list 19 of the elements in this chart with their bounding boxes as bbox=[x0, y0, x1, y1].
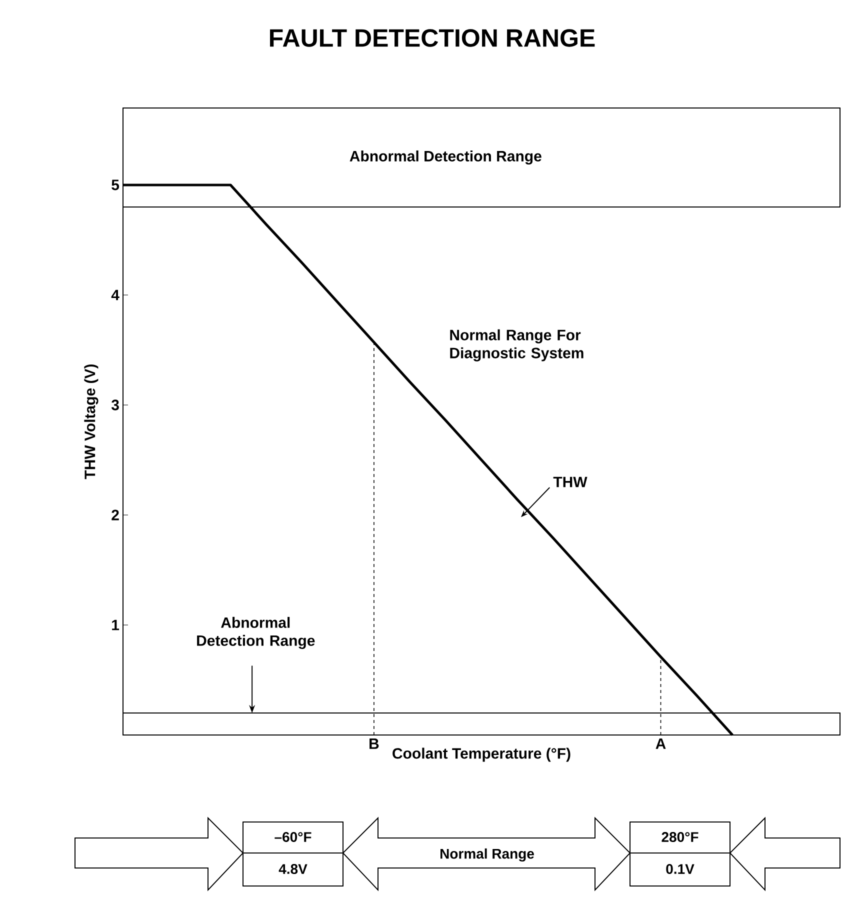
chart-title: FAULT DETECTION RANGE bbox=[270, 29, 595, 47]
y-tick-label: 4 bbox=[111, 290, 120, 300]
x-axis-title: Coolant Temperature (°F) bbox=[392, 748, 570, 762]
text: Normal Range bbox=[440, 848, 534, 862]
text: THW bbox=[553, 476, 588, 488]
y-tick-label: 3 bbox=[111, 400, 119, 410]
band-label: Abnormal Detection Range bbox=[197, 616, 315, 649]
text: 280°F bbox=[662, 832, 698, 842]
annotation: Normal Range For Diagnostic System bbox=[450, 329, 584, 362]
x-tick-label: B bbox=[370, 738, 379, 749]
text: 0.1V bbox=[666, 864, 694, 874]
text: 4.8V bbox=[278, 864, 308, 874]
y-tick-label: 2 bbox=[112, 510, 119, 520]
y-tick-label: 1 bbox=[112, 620, 120, 630]
x-tick-label: A bbox=[656, 738, 666, 749]
y-axis-title: THW Voltage (V) bbox=[84, 364, 98, 480]
text: –60°F bbox=[274, 832, 312, 842]
y-tick-label: 5 bbox=[112, 180, 120, 190]
band-label: Abnormal Detection Range bbox=[350, 150, 542, 165]
